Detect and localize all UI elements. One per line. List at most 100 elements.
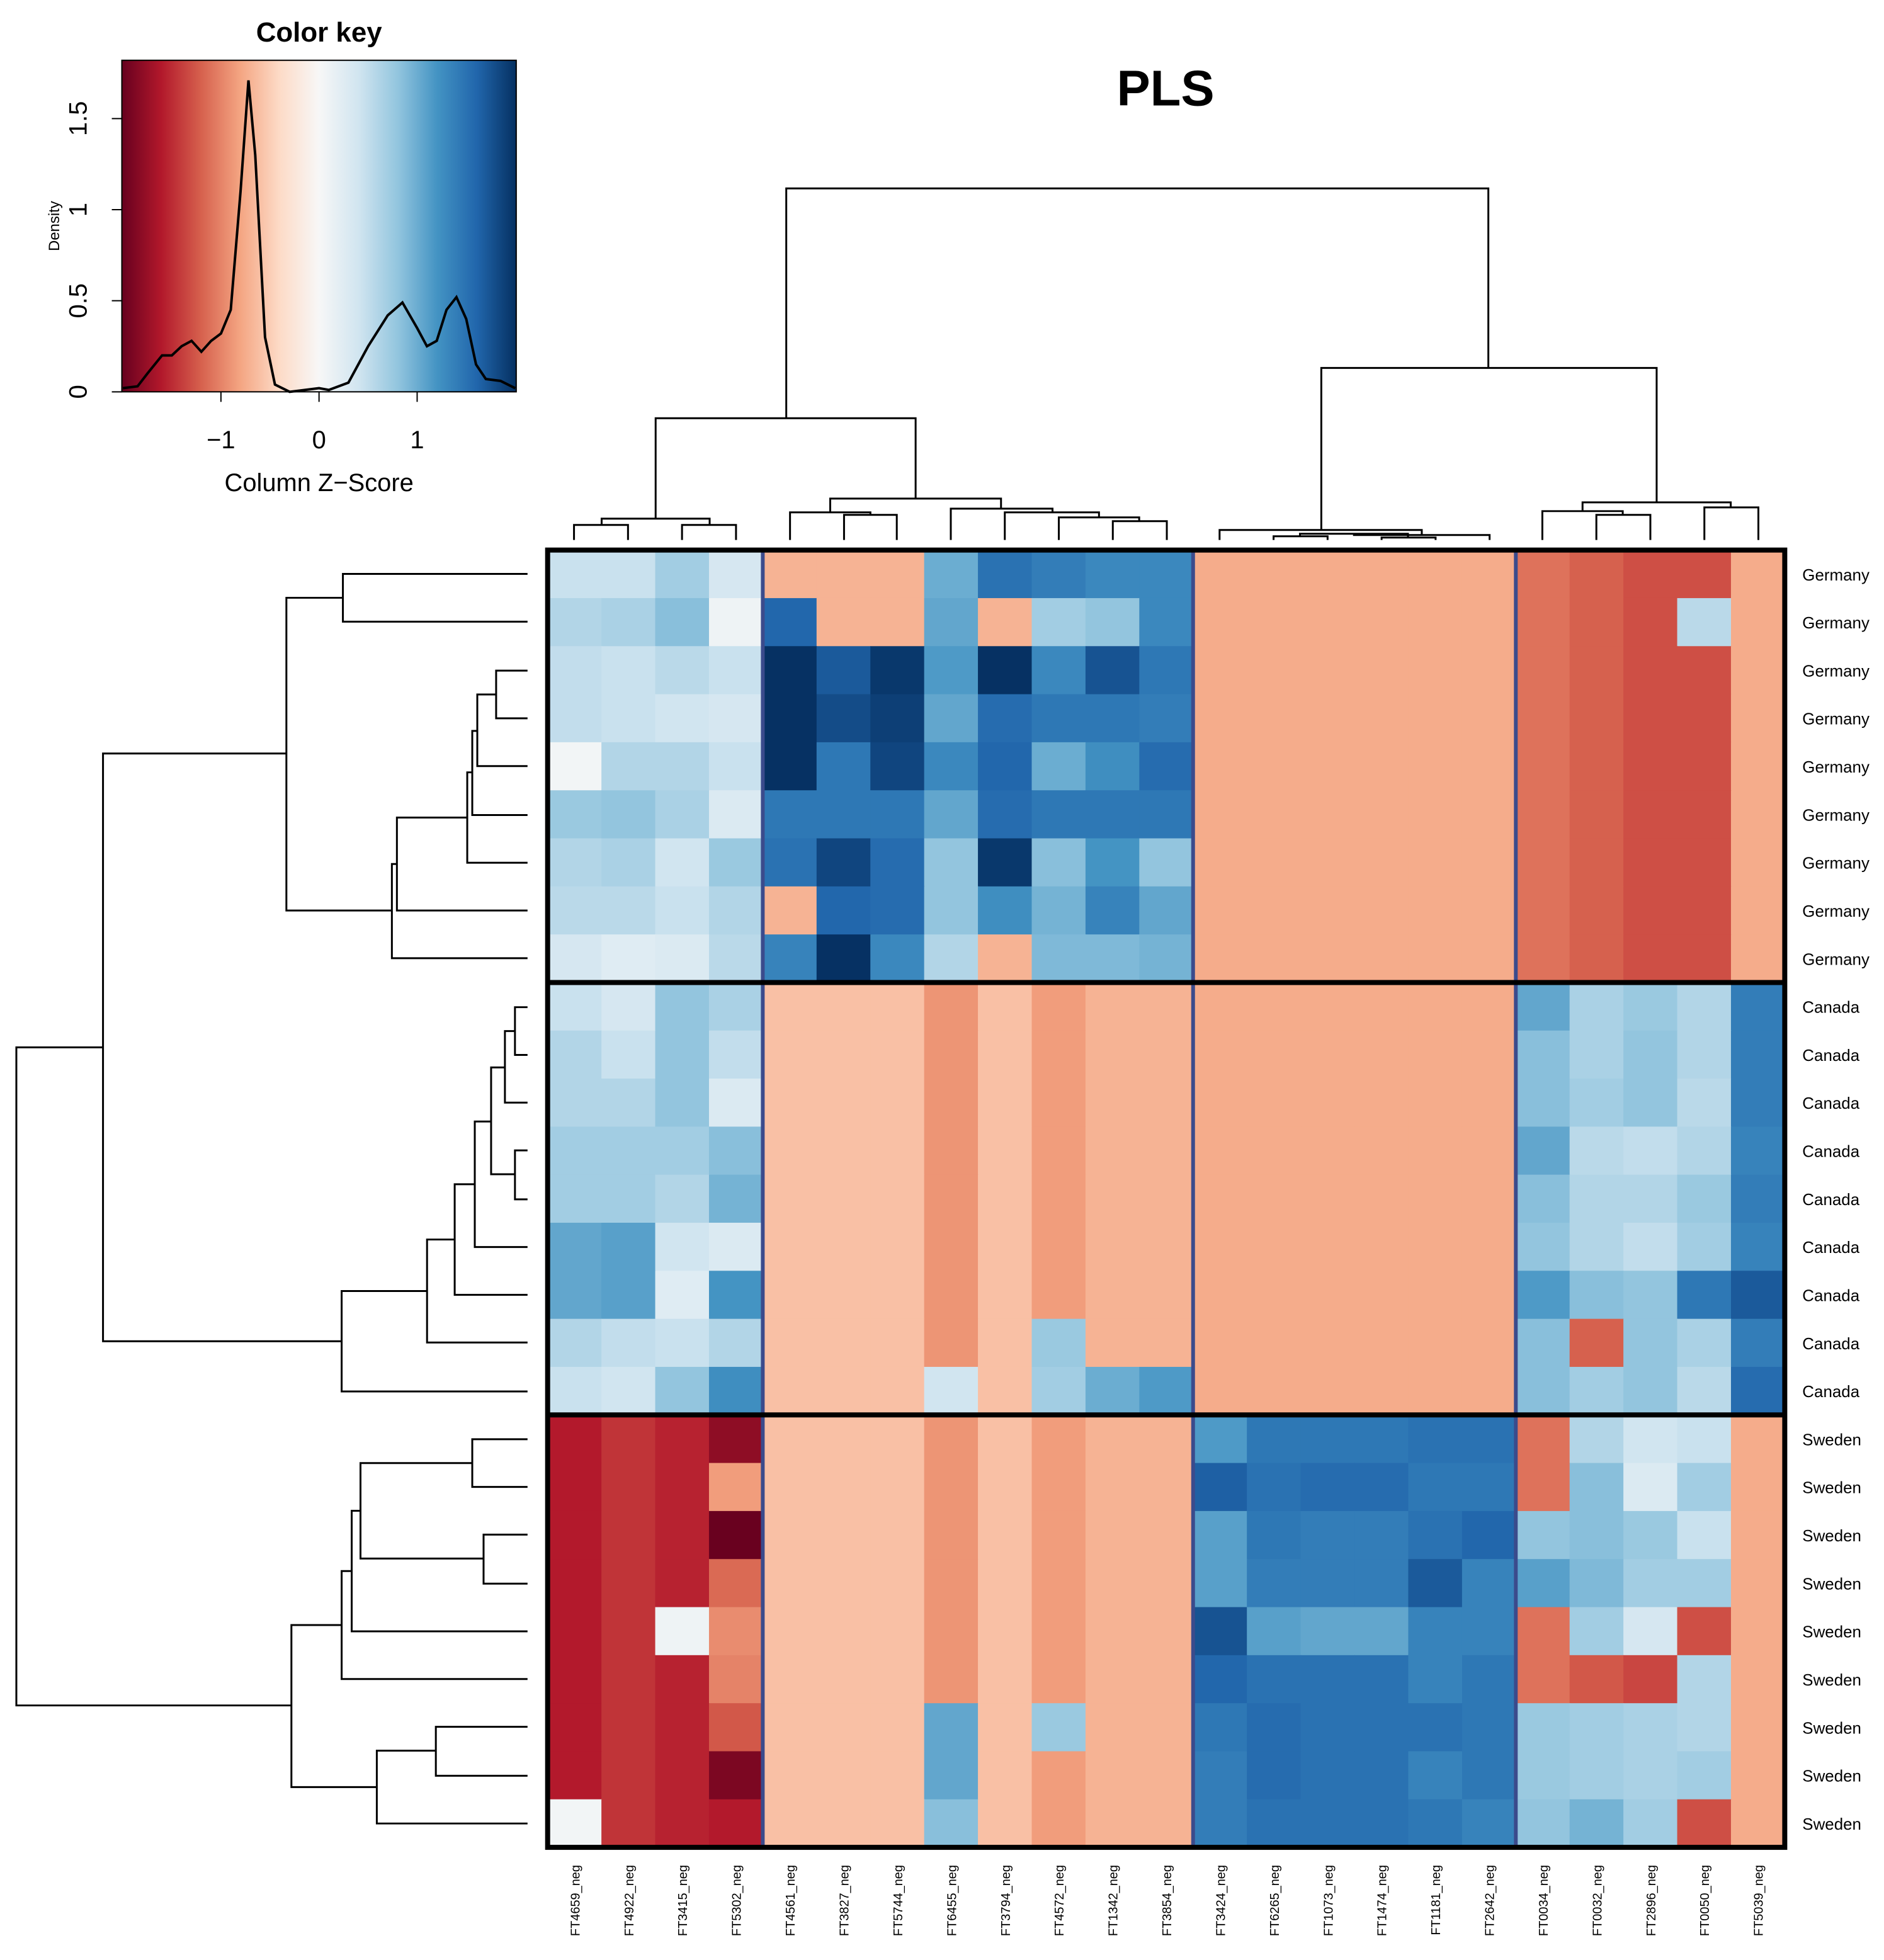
heatmap-cell [1569, 982, 1625, 1031]
heatmap-cell [978, 1463, 1033, 1512]
heatmap-cell [1193, 1126, 1248, 1175]
heatmap-cell [708, 694, 764, 743]
heatmap-cell [816, 934, 871, 983]
heatmap-cell [816, 550, 871, 599]
heatmap-cell [1408, 1655, 1463, 1704]
heatmap-cell [1193, 1559, 1248, 1608]
heatmap-cell [547, 694, 603, 743]
heatmap-cell [1247, 1126, 1302, 1175]
heatmap-cell [1516, 1415, 1570, 1464]
heatmap-cell [1623, 550, 1678, 599]
heatmap-cell [1677, 694, 1732, 743]
heatmap-cell [763, 982, 817, 1031]
heatmap-cell [1354, 1415, 1409, 1464]
heatmap-cell [1677, 1415, 1732, 1464]
heatmap-cell [708, 1079, 764, 1128]
heatmap-cell [924, 1318, 979, 1368]
heatmap-cell [816, 694, 871, 743]
heatmap-cell [1247, 1030, 1302, 1080]
row-label: Sweden [1802, 1527, 1861, 1545]
heatmap-cell [1139, 694, 1194, 743]
heatmap-cell [1677, 1079, 1732, 1128]
column-label: FT2642_neg [1484, 1865, 1497, 1936]
heatmap-cell [1408, 886, 1463, 936]
heatmap-cell [1569, 1271, 1625, 1320]
heatmap-cell [816, 742, 871, 791]
heatmap-cell [547, 886, 603, 936]
heatmap-cell [1139, 1366, 1194, 1416]
heatmap-cell [1031, 982, 1086, 1031]
heatmap-cell [1569, 886, 1625, 936]
heatmap-cell [1300, 1799, 1356, 1849]
column-label: FT3794_neg [999, 1865, 1013, 1936]
heatmap-cell [601, 1271, 656, 1320]
heatmap-cell [1085, 1174, 1140, 1224]
heatmap-cell [1461, 1079, 1517, 1128]
heatmap-cell [870, 1223, 925, 1272]
heatmap-cell [1677, 1223, 1732, 1272]
heatmap-cell [1139, 1703, 1194, 1752]
heatmap-cell [1247, 1318, 1302, 1368]
density-line [122, 80, 516, 394]
heatmap-cell [1623, 1223, 1678, 1272]
heatmap-cell [1623, 742, 1678, 791]
heatmap-cell [924, 1559, 979, 1608]
heatmap-cell [1623, 1366, 1678, 1416]
heatmap-cell [1139, 1607, 1194, 1656]
heatmap-cell [870, 1559, 925, 1608]
heatmap-cell [924, 1366, 979, 1416]
heatmap-cell [1300, 1079, 1356, 1128]
row-label: Germany [1802, 951, 1870, 968]
heatmap-cell [978, 1415, 1033, 1464]
heatmap-cell [1569, 1751, 1625, 1800]
heatmap-cell [1354, 646, 1409, 695]
heatmap-cell [1031, 886, 1086, 936]
heatmap-cell [708, 790, 764, 839]
heatmap-cell [1623, 838, 1678, 887]
heatmap-cell [1623, 1271, 1678, 1320]
heatmap-cell [655, 1607, 710, 1656]
heatmap-cell [870, 886, 925, 936]
heatmap-cell [1031, 1271, 1086, 1320]
heatmap-cell [1623, 1703, 1678, 1752]
heatmap-cell [1516, 1271, 1570, 1320]
row-label: Sweden [1802, 1431, 1861, 1449]
heatmap-cell [1085, 742, 1140, 791]
heatmap-cell [1193, 1510, 1248, 1560]
heatmap-cell [1408, 1366, 1463, 1416]
heatmap-cell [1031, 1559, 1086, 1608]
heatmap-cell [1730, 742, 1786, 791]
row-label: Germany [1802, 567, 1870, 584]
heatmap-cell [1516, 982, 1570, 1031]
heatmap-cell [1730, 1799, 1786, 1849]
heatmap-cell [1031, 1223, 1086, 1272]
heatmap-cell [547, 982, 603, 1031]
heatmap-cell [816, 1607, 871, 1656]
heatmap-cell [1354, 1366, 1409, 1416]
heatmap-cell [1677, 790, 1732, 839]
heatmap-cell [1354, 1510, 1409, 1560]
heatmap-cell [1516, 1126, 1570, 1175]
heatmap-cell [924, 934, 979, 983]
heatmap-cell [978, 1079, 1033, 1128]
heatmap-cell [1139, 1126, 1194, 1175]
heatmap-cell [1247, 790, 1302, 839]
heatmap-cell [763, 742, 817, 791]
heatmap-cell [547, 1510, 603, 1560]
heatmap-cell [1516, 1799, 1570, 1849]
heatmap-cell [601, 598, 656, 647]
heatmap-cell [1085, 598, 1140, 647]
heatmap-cell [708, 1559, 764, 1608]
heatmap-frame [545, 547, 1788, 1850]
heatmap-cell [924, 1703, 979, 1752]
heatmap-cell [1085, 1799, 1140, 1849]
heatmap-cell [870, 1079, 925, 1128]
heatmap-cell [708, 1126, 764, 1175]
heatmap-cell [1300, 1703, 1356, 1752]
heatmap-cell [1085, 934, 1140, 983]
heatmap-cell [1461, 598, 1517, 647]
heatmap-cell [978, 1607, 1033, 1656]
heatmap-cell [1031, 1126, 1086, 1175]
heatmap-cell [655, 1510, 710, 1560]
heatmap-cell [1031, 1079, 1086, 1128]
